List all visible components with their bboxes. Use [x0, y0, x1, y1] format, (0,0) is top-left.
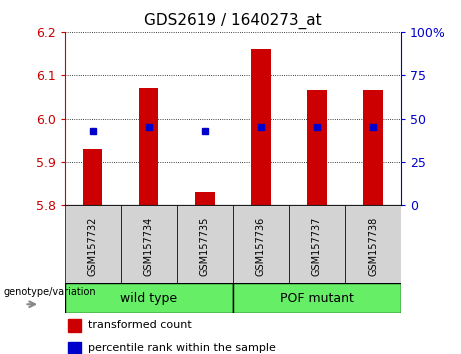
Text: GSM157732: GSM157732 [88, 217, 98, 276]
Bar [195, 192, 214, 205]
Text: wild type: wild type [120, 292, 177, 305]
FancyBboxPatch shape [233, 205, 289, 283]
Text: percentile rank within the sample: percentile rank within the sample [88, 343, 276, 353]
FancyBboxPatch shape [345, 205, 401, 283]
Text: GSM157734: GSM157734 [144, 217, 154, 276]
Title: GDS2619 / 1640273_at: GDS2619 / 1640273_at [144, 13, 322, 29]
FancyBboxPatch shape [177, 205, 233, 283]
Bar [68, 319, 82, 332]
Text: GSM157737: GSM157737 [312, 217, 322, 276]
FancyBboxPatch shape [65, 205, 121, 283]
Text: transformed count: transformed count [88, 320, 192, 330]
FancyBboxPatch shape [233, 283, 401, 313]
Bar [363, 90, 383, 205]
Bar [251, 49, 271, 205]
Text: GSM157735: GSM157735 [200, 217, 210, 276]
FancyBboxPatch shape [65, 283, 233, 313]
Text: POF mutant: POF mutant [280, 292, 354, 305]
Bar [83, 149, 102, 205]
Bar [307, 90, 327, 205]
Text: GSM157738: GSM157738 [368, 217, 378, 276]
FancyBboxPatch shape [121, 205, 177, 283]
Bar [139, 88, 159, 205]
Bar [68, 342, 82, 354]
Text: genotype/variation: genotype/variation [3, 287, 96, 297]
FancyBboxPatch shape [289, 205, 345, 283]
Text: GSM157736: GSM157736 [256, 217, 266, 276]
